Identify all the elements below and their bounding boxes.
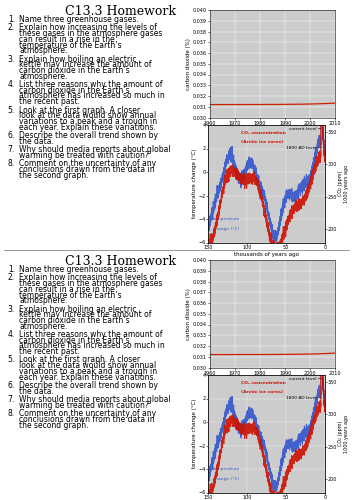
Text: 1800 AD level →: 1800 AD level → [286,396,321,400]
Text: Name three greenhouse gases.: Name three greenhouse gases. [19,15,139,24]
Text: C13.3 Homework: C13.3 Homework [65,5,175,18]
Text: 6.: 6. [8,131,15,140]
Y-axis label: carbon dioxide (%): carbon dioxide (%) [186,38,191,90]
Text: atmosphere.: atmosphere. [19,322,68,331]
Text: each year. Explain these variations.: each year. Explain these variations. [19,373,156,382]
Text: List three reasons why the amount of: List three reasons why the amount of [19,80,163,89]
Y-axis label: temperature change (°C): temperature change (°C) [192,399,197,468]
Text: 1800 AD level →: 1800 AD level → [286,146,321,150]
Text: 2.: 2. [8,23,15,32]
Text: kettle may increase the amount of: kettle may increase the amount of [19,60,152,69]
Text: kettle may increase the amount of: kettle may increase the amount of [19,310,152,320]
Text: List three reasons why the amount of: List three reasons why the amount of [19,330,163,339]
Text: the recent past.: the recent past. [19,97,80,106]
Text: conclusions drawn from the data in: conclusions drawn from the data in [19,415,155,424]
Text: can result in a rise in the: can result in a rise in the [19,35,115,44]
Text: (Arctic ice cores): (Arctic ice cores) [241,140,283,144]
Text: warming be treated with caution?: warming be treated with caution? [19,401,149,410]
Text: the second graph.: the second graph. [19,170,89,179]
Text: Look at the first graph. A closer: Look at the first graph. A closer [19,106,140,114]
Text: 3.: 3. [8,54,15,64]
Text: temperature of the Earth’s: temperature of the Earth’s [19,290,122,300]
Text: current level →: current level → [289,128,321,132]
Text: 8.: 8. [8,409,15,418]
Text: the second graph.: the second graph. [19,420,89,430]
Text: Look at the first graph. A closer: Look at the first graph. A closer [19,356,140,364]
Text: variations to a peak and a trough in: variations to a peak and a trough in [19,367,157,376]
Text: look at the data would show annual: look at the data would show annual [19,112,157,120]
Text: Explain how boiling an electric: Explain how boiling an electric [19,304,137,314]
Text: 2.: 2. [8,273,15,282]
Text: carbon dioxide in the Earth’s: carbon dioxide in the Earth’s [19,316,130,325]
Text: the data.: the data. [19,137,54,146]
X-axis label: thousands of years ago: thousands of years ago [234,252,299,256]
Text: atmosphere.: atmosphere. [19,296,68,305]
Text: temperature: temperature [213,218,240,222]
Text: 5.: 5. [8,356,15,364]
Text: change (°C): change (°C) [213,227,239,231]
Text: Why should media reports about global: Why should media reports about global [19,395,171,404]
Text: 7.: 7. [8,145,15,154]
X-axis label: year: year [267,127,279,132]
Text: CO₂ concentration: CO₂ concentration [241,381,286,385]
Text: Name three greenhouse gases.: Name three greenhouse gases. [19,265,139,274]
Text: 7.: 7. [8,395,15,404]
Text: the recent past.: the recent past. [19,347,80,356]
Text: Explain how increasing the levels of: Explain how increasing the levels of [19,23,157,32]
Text: 5.: 5. [8,106,15,114]
Text: Explain how boiling an electric: Explain how boiling an electric [19,54,137,64]
Y-axis label: CO₂ (ppm)
1000 years ago: CO₂ (ppm) 1000 years ago [338,414,349,453]
Text: 3.: 3. [8,304,15,314]
Text: Describe the overall trend shown by: Describe the overall trend shown by [19,381,158,390]
Text: Comment on the uncertainty of any: Comment on the uncertainty of any [19,409,156,418]
Text: 1.: 1. [8,265,15,274]
Text: Comment on the uncertainty of any: Comment on the uncertainty of any [19,159,156,168]
Text: 4.: 4. [8,80,15,89]
Text: atmosphere has increased so much in: atmosphere has increased so much in [19,342,165,350]
Text: temperature of the Earth’s: temperature of the Earth’s [19,40,122,50]
X-axis label: year: year [267,377,279,382]
Text: conclusions drawn from the data in: conclusions drawn from the data in [19,165,155,174]
Text: variations to a peak and a trough in: variations to a peak and a trough in [19,117,157,126]
Text: carbon dioxide in the Earth’s: carbon dioxide in the Earth’s [19,86,130,95]
Y-axis label: CO₂ (ppm)
1000 years ago: CO₂ (ppm) 1000 years ago [338,164,349,203]
Text: CO₂ concentration: CO₂ concentration [241,131,286,135]
Text: carbon dioxide in the Earth’s: carbon dioxide in the Earth’s [19,336,130,345]
Text: Describe the overall trend shown by: Describe the overall trend shown by [19,131,158,140]
Text: current level →: current level → [289,378,321,382]
Text: atmosphere.: atmosphere. [19,72,68,80]
Text: atmosphere.: atmosphere. [19,46,68,55]
Y-axis label: temperature change (°C): temperature change (°C) [192,149,197,218]
Text: 6.: 6. [8,381,15,390]
Text: Why should media reports about global: Why should media reports about global [19,145,171,154]
Text: C13.3 Homework: C13.3 Homework [65,255,175,268]
Text: atmosphere has increased so much in: atmosphere has increased so much in [19,92,165,100]
Text: look at the data would show annual: look at the data would show annual [19,361,157,370]
Text: Explain how increasing the levels of: Explain how increasing the levels of [19,273,157,282]
Text: these gases in the atmosphere gases: these gases in the atmosphere gases [19,279,163,288]
Y-axis label: carbon dioxide (%): carbon dioxide (%) [186,288,191,340]
Text: the data.: the data. [19,387,54,396]
Text: 8.: 8. [8,159,15,168]
Text: (Arctic ice cores): (Arctic ice cores) [241,390,283,394]
Text: each year. Explain these variations.: each year. Explain these variations. [19,122,156,132]
Text: temperature: temperature [213,468,240,471]
Text: can result in a rise in the: can result in a rise in the [19,285,115,294]
Text: carbon dioxide in the Earth’s: carbon dioxide in the Earth’s [19,66,130,75]
Text: change (°C): change (°C) [213,477,239,481]
Text: 4.: 4. [8,330,15,339]
Text: these gases in the atmosphere gases: these gases in the atmosphere gases [19,29,163,38]
Text: 1.: 1. [8,15,15,24]
Text: warming be treated with caution?: warming be treated with caution? [19,151,149,160]
